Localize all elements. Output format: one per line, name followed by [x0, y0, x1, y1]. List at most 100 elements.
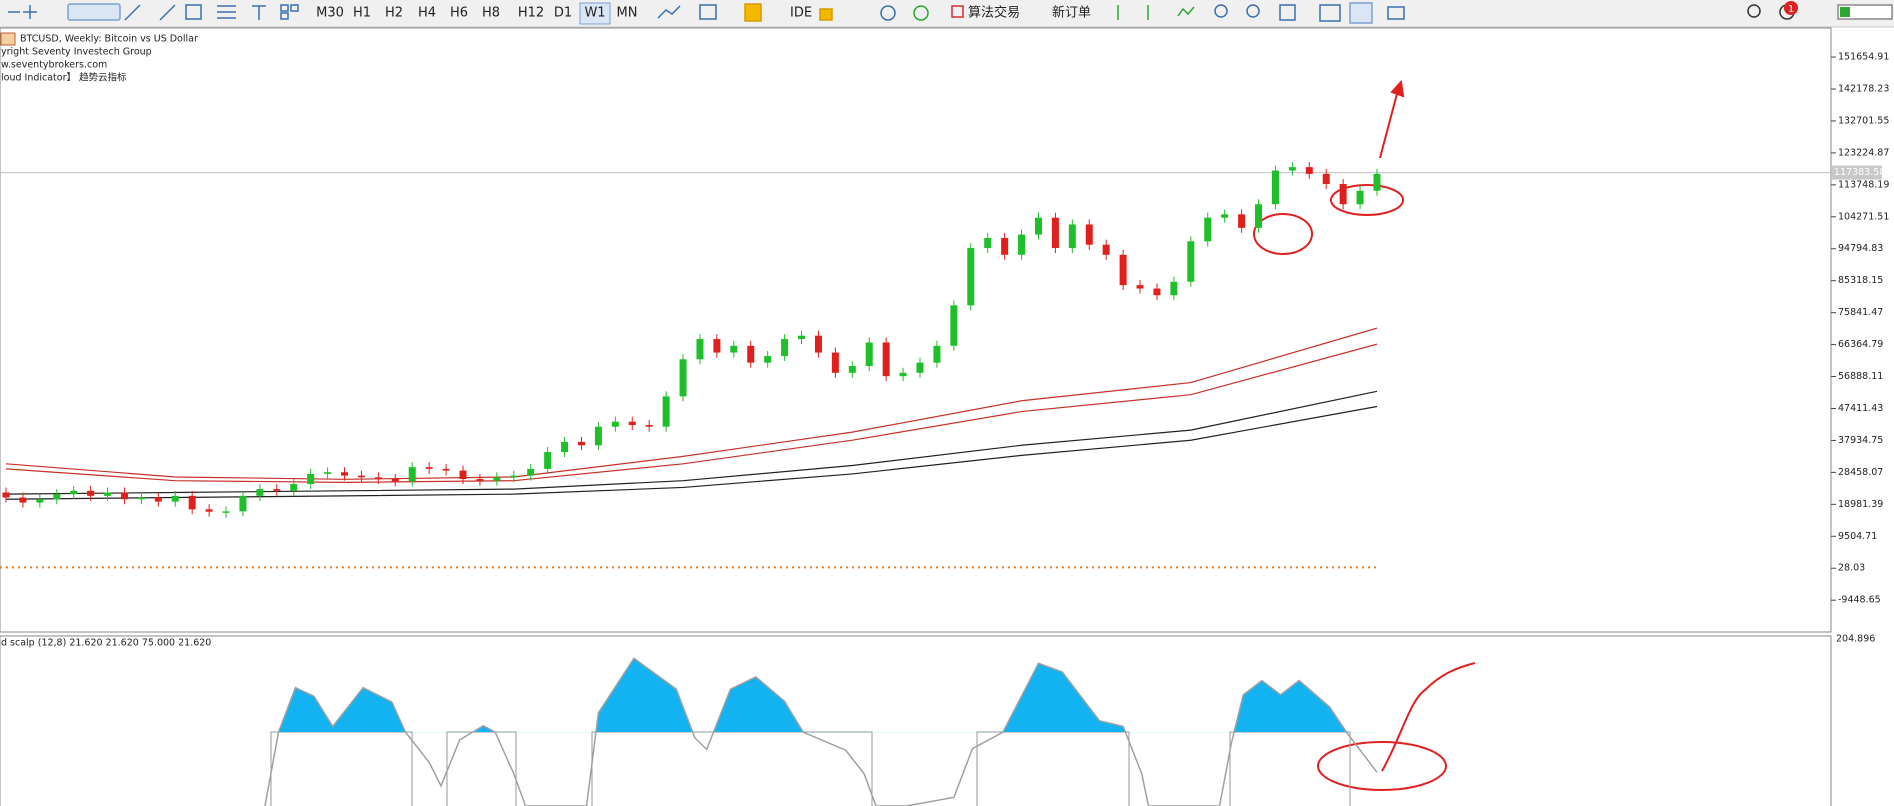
- candle: [764, 355, 772, 363]
- timeframe-button[interactable]: H2: [385, 6, 403, 21]
- indicator-label: d scalp (12,8) 21.620 21.620 75.000 21.6…: [1, 638, 211, 649]
- candle: [256, 489, 264, 496]
- toolbar-button[interactable]: 新订单: [1052, 5, 1091, 21]
- candle: [611, 421, 619, 427]
- candle: [391, 478, 399, 482]
- candle: [679, 359, 687, 397]
- candle: [70, 490, 78, 495]
- candle: [814, 335, 822, 353]
- y-tick-label: 56888.11: [1838, 371, 1883, 382]
- candle: [1271, 170, 1279, 205]
- moving-average: [5, 327, 1378, 480]
- candle: [87, 490, 95, 496]
- y-tick-label: 151654.91: [1838, 52, 1889, 63]
- y-tick-label: 9504.71: [1838, 531, 1877, 542]
- toolbar-button[interactable]: IDE: [790, 6, 812, 21]
- timeframe-button[interactable]: H1: [353, 6, 371, 21]
- y-tick-label: 28458.07: [1838, 467, 1883, 478]
- candle: [899, 372, 907, 377]
- candle: [747, 345, 755, 363]
- candle: [104, 492, 112, 496]
- candle: [408, 467, 416, 482]
- timeframe-button[interactable]: H8: [482, 6, 500, 21]
- y-tick-label: 37934.75: [1838, 435, 1883, 446]
- candle: [1119, 254, 1127, 286]
- candle: [561, 441, 569, 453]
- candle: [577, 441, 585, 446]
- candle: [1170, 281, 1178, 296]
- candle: [425, 467, 433, 469]
- candle: [1153, 288, 1161, 296]
- candle: [1051, 217, 1059, 249]
- y-tick-label: 18981.39: [1838, 499, 1883, 510]
- timeframe-button[interactable]: H4: [418, 6, 436, 21]
- candle: [831, 352, 839, 373]
- candle: [459, 470, 467, 479]
- candle: [967, 248, 975, 306]
- candle: [865, 342, 873, 367]
- candle: [1204, 217, 1212, 242]
- candle: [1255, 204, 1263, 228]
- candle: [882, 342, 890, 377]
- candle: [730, 345, 738, 353]
- candle: [120, 492, 128, 500]
- current-price-label: 117383.58: [1834, 167, 1885, 178]
- timeframe-button[interactable]: H6: [450, 6, 468, 21]
- candle: [2, 492, 10, 498]
- candle: [662, 396, 670, 427]
- timeframe-button[interactable]: MN: [617, 6, 638, 21]
- timeframe-button[interactable]: M30: [316, 6, 344, 21]
- candle: [1034, 217, 1042, 235]
- candle: [36, 499, 44, 503]
- candle: [307, 473, 315, 485]
- candle: [357, 475, 365, 478]
- candle: [1322, 173, 1330, 184]
- timeframe-button[interactable]: H12: [518, 6, 544, 21]
- timeframe-button[interactable]: D1: [554, 6, 572, 21]
- y-tick-label: 123224.87: [1838, 147, 1889, 158]
- candle: [476, 478, 484, 481]
- y-tick-label: 94794.83: [1838, 243, 1883, 254]
- moving-average: [5, 343, 1378, 483]
- oscillator-fill: [278, 658, 1347, 733]
- moving-average: [5, 390, 1378, 495]
- candle: [19, 497, 27, 503]
- candle: [290, 484, 298, 491]
- candle: [1068, 224, 1076, 249]
- y-tick-label: -9448.65: [1838, 595, 1881, 606]
- candle: [137, 497, 145, 500]
- chart-info: w.seventybrokers.com: [1, 60, 107, 71]
- candle: [1018, 234, 1026, 255]
- candle: [544, 452, 552, 469]
- toolbar-labels: M30 H1 H2 H4 H6 H8 H12 D1 W1 MN IDE 算法交易 新订单 1: [316, 2, 1794, 25]
- candle: [527, 468, 535, 476]
- y-tick-label: 132701.55: [1838, 115, 1889, 126]
- candle: [171, 495, 179, 502]
- candle: [1102, 244, 1110, 255]
- toolbar-button[interactable]: 算法交易: [968, 5, 1020, 21]
- candle: [222, 511, 230, 513]
- candle: [1339, 183, 1347, 205]
- notification-badge: 1: [1788, 4, 1794, 15]
- y-tick-label: 113748.19: [1838, 179, 1889, 190]
- indicator-area: [0, 635, 1832, 806]
- annotations: [1253, 79, 1476, 791]
- chart-info: loud Indicator】 趋势云指标: [1, 72, 127, 84]
- candle: [798, 335, 806, 340]
- candle: [510, 475, 518, 478]
- candle: [273, 489, 281, 491]
- candle: [188, 495, 196, 510]
- chart-info: yright Seventy Investech Group: [1, 47, 152, 58]
- candle: [950, 305, 958, 346]
- timeframe-button[interactable]: W1: [584, 6, 605, 21]
- symbol-icon: [0, 32, 16, 46]
- candle: [53, 494, 61, 500]
- candle: [594, 426, 602, 446]
- candle: [1187, 241, 1195, 282]
- indicator-top-label: 204.896: [1836, 634, 1875, 645]
- candle: [1288, 167, 1296, 171]
- candle: [628, 421, 636, 426]
- moving-average: [5, 405, 1378, 500]
- y-tick-label: 142178.23: [1838, 83, 1889, 94]
